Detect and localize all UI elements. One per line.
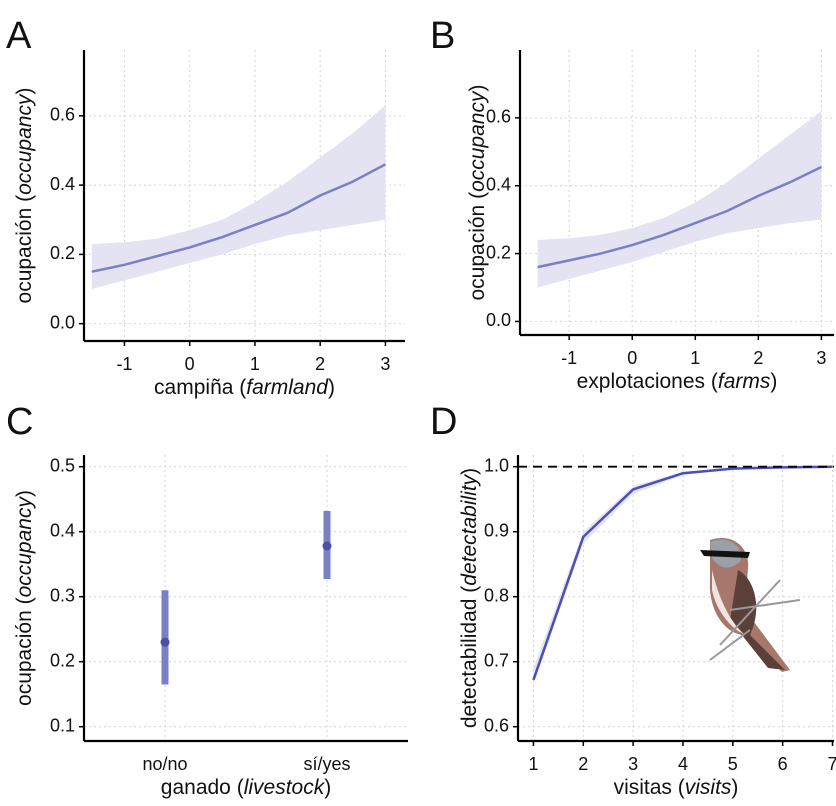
x-axis-label-part: farms [718, 370, 771, 393]
panel-letter: C [6, 401, 33, 443]
y-tick-label: 0.9 [484, 520, 509, 540]
x-tick-label: 3 [816, 348, 826, 368]
y-tick-label: 0.4 [50, 520, 75, 540]
confidence-band [91, 105, 386, 290]
y-axis-label: detectabilidad (detectability) [458, 468, 481, 728]
y-tick-label: 0.7 [484, 650, 509, 670]
x-tick-label: sí/yes [303, 754, 350, 774]
x-axis-label: campiña (farmland) [154, 376, 335, 399]
x-tick-label: 5 [728, 754, 738, 774]
x-axis-label-part: ) [328, 376, 335, 399]
x-tick-label: -1 [116, 354, 132, 374]
x-tick-label: 7 [827, 754, 836, 774]
point [322, 541, 332, 551]
x-axis-label-part: ganado ( [161, 776, 244, 799]
line [532, 465, 833, 681]
x-tick-label: 3 [380, 354, 390, 374]
bird-illustration [700, 538, 801, 672]
y-tick-label: 0.6 [50, 105, 75, 125]
panel-letter: B [430, 15, 455, 57]
x-tick-label: 2 [578, 754, 588, 774]
x-tick-label: 2 [315, 354, 325, 374]
y-axis-label-part: ) [13, 490, 36, 497]
x-axis-label-part: farmland [246, 376, 329, 399]
y-tick-label: 0.2 [50, 243, 75, 263]
y-tick-label: 0.4 [50, 174, 75, 194]
x-axis-label-part: explotaciones ( [577, 370, 718, 393]
x-tick-label: 4 [678, 754, 688, 774]
x-axis-label-part: visitas ( [614, 776, 685, 799]
y-axis-label-part: ) [458, 468, 481, 475]
x-tick-label: no/no [142, 754, 187, 774]
x-tick-label: 1 [250, 354, 260, 374]
x-axis-label-part: ) [324, 776, 331, 799]
x-tick-label: 2 [753, 348, 763, 368]
y-axis-label-part: ocupación ( [466, 192, 489, 301]
y-axis-label-part: ocupación ( [13, 195, 36, 304]
x-tick-label: 1 [528, 754, 538, 774]
x-tick-label: 1 [690, 348, 700, 368]
x-axis-label-part: livestock [244, 776, 326, 799]
y-tick-label: 0.1 [50, 715, 75, 735]
x-axis-label: explotaciones (farms) [577, 370, 778, 393]
x-axis-label: visitas (visits) [614, 776, 739, 799]
confidence-band [537, 111, 822, 288]
y-tick-label: 0.5 [50, 455, 75, 475]
panel-letter: D [430, 401, 457, 443]
y-tick-label: 0.8 [484, 585, 509, 605]
x-axis-label-part: campiña ( [154, 376, 246, 399]
y-tick-label: 0.0 [50, 312, 75, 332]
y-axis-label: ocupación (occupancy) [13, 88, 36, 304]
x-tick-label: 0 [627, 348, 637, 368]
y-axis-label-part: detectabilidad ( [458, 586, 481, 728]
line [537, 165, 822, 269]
x-axis-label-part: ) [731, 776, 738, 799]
y-tick-label: 0.6 [486, 107, 511, 127]
x-tick-label: 6 [778, 754, 788, 774]
x-axis-label-part: visits [685, 776, 732, 799]
panel-letter: A [6, 15, 32, 57]
x-tick-label: 0 [185, 354, 195, 374]
y-axis-label: ocupación (occupancy) [466, 85, 489, 301]
x-axis-label: ganado (livestock) [161, 776, 331, 799]
y-tick-label: 0.2 [50, 650, 75, 670]
x-tick-label: -1 [561, 348, 577, 368]
y-tick-label: 1.0 [484, 455, 509, 475]
y-tick-label: 0.3 [50, 585, 75, 605]
x-axis-label-part: ) [770, 370, 777, 393]
y-axis-label-part: ) [466, 85, 489, 92]
y-axis-label-part: occupancy [13, 93, 36, 195]
y-tick-label: 0.2 [486, 242, 511, 262]
line [91, 163, 387, 273]
y-axis-label-part: occupancy [13, 496, 36, 598]
y-tick-label: 0.6 [484, 715, 509, 735]
point [160, 637, 170, 647]
x-tick-label: 3 [628, 754, 638, 774]
y-axis-label: ocupación (occupancy) [13, 490, 36, 706]
y-axis-label-part: ) [13, 88, 36, 95]
y-axis-label-part: occupancy [466, 90, 489, 192]
y-axis-label-part: detectability [458, 473, 481, 585]
y-tick-label: 0.0 [486, 310, 511, 330]
y-tick-label: 0.4 [486, 174, 511, 194]
y-axis-label-part: ocupación ( [13, 597, 36, 706]
